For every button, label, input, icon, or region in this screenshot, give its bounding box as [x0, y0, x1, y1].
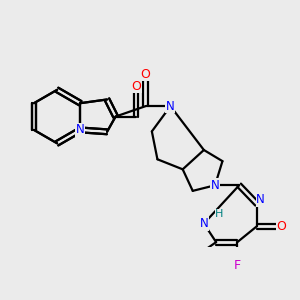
Text: N: N: [166, 100, 175, 113]
Text: F: F: [234, 259, 241, 272]
Text: O: O: [141, 68, 151, 81]
Text: N: N: [200, 217, 208, 230]
Text: N: N: [76, 123, 85, 136]
Text: N: N: [256, 193, 265, 206]
Text: N: N: [211, 179, 219, 192]
Text: O: O: [276, 220, 286, 233]
Text: H: H: [215, 209, 224, 219]
Text: O: O: [131, 80, 141, 93]
Text: N: N: [76, 123, 85, 136]
